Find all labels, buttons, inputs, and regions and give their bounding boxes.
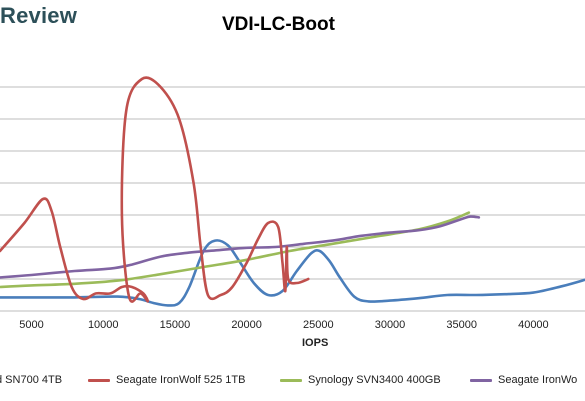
legend-item-4: Seagate IronWo	[470, 374, 577, 386]
legend-item-1: d SN700 4TB	[0, 374, 62, 386]
x-tick-label: 35000	[446, 319, 477, 331]
series-line-seagate-ironwolf-525-1tb	[0, 76, 310, 303]
legend-label-4: Seagate IronWo	[498, 374, 578, 386]
legend-label-3: Synology SVN3400 400GB	[308, 374, 441, 386]
x-tick-label: 25000	[303, 319, 334, 331]
legend-swatch-4	[470, 378, 492, 382]
x-tick-label: 20000	[231, 319, 262, 331]
legend-item-2: Seagate IronWolf 525 1TB	[88, 374, 245, 386]
series-lines	[0, 76, 585, 307]
legend-label-2: Seagate IronWolf 525 1TB	[116, 374, 246, 386]
legend: d SN700 4TB Seagate IronWolf 525 1TB Syn…	[0, 366, 585, 394]
legend-swatch-2	[88, 378, 110, 382]
series-line-seagate-ironwolf	[0, 215, 481, 279]
x-tick-label: 30000	[375, 319, 406, 331]
x-tick-label: 15000	[160, 319, 191, 331]
legend-swatch-3	[280, 378, 302, 382]
brand-logo-text: Review	[0, 3, 78, 28]
legend-item-3: Synology SVN3400 400GB	[280, 374, 441, 386]
x-tick-label: 5000	[19, 319, 43, 331]
x-tick-label: 10000	[88, 319, 119, 331]
x-axis-label: IOPS	[302, 337, 329, 349]
series-line-wd-red-sn700-4tb	[0, 239, 585, 307]
chart-title: VDI-LC-Boot	[222, 14, 335, 35]
legend-label-1: d SN700 4TB	[0, 374, 63, 386]
x-tick-labels: 5000 10000 15000 20000 25000 30000 35000 40000	[19, 319, 548, 331]
x-tick-label: 40000	[518, 319, 549, 331]
